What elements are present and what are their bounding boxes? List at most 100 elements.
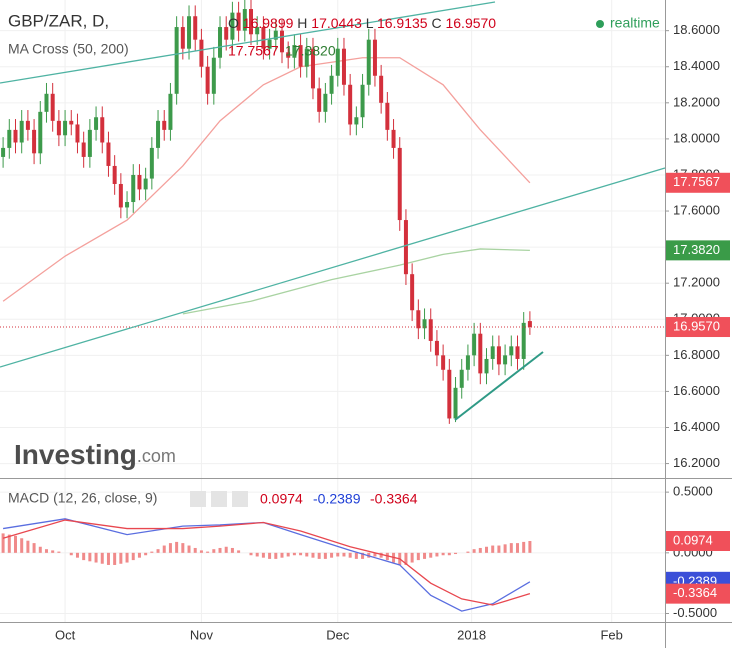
candle-body xyxy=(335,48,340,76)
histogram-bar xyxy=(478,547,482,553)
icon[interactable] xyxy=(232,491,248,507)
y-tick-label: 18.4000 xyxy=(673,58,720,73)
candle-body xyxy=(7,129,12,148)
price-tag-label: 0.0974 xyxy=(673,532,713,547)
indicator-line xyxy=(182,248,530,315)
histogram-bar xyxy=(187,545,191,553)
candle-body xyxy=(75,124,80,143)
brand-name: Investing xyxy=(14,439,137,470)
candle-body xyxy=(193,16,198,40)
candle-body xyxy=(25,120,30,130)
candle-body xyxy=(236,12,241,31)
plot xyxy=(0,0,665,612)
histogram-bar xyxy=(168,543,172,553)
brand: Investing.com xyxy=(14,439,176,470)
histogram-bar xyxy=(32,543,36,553)
candle-body xyxy=(211,57,216,94)
histogram-bar xyxy=(144,552,148,556)
price-tag-label: 17.7567 xyxy=(673,174,720,189)
histogram-bar xyxy=(286,552,290,557)
histogram-bar xyxy=(522,541,526,553)
histogram-bar xyxy=(230,547,234,553)
histogram-bar xyxy=(280,552,284,558)
trend-line xyxy=(0,1,496,84)
price-tag xyxy=(666,583,730,604)
x-tick-label: Dec xyxy=(326,627,350,642)
histogram-bar xyxy=(26,540,30,553)
histogram-bar xyxy=(454,552,458,555)
price-tag-label: 16.9570 xyxy=(673,318,720,333)
histogram-bar xyxy=(528,540,532,553)
label: H xyxy=(297,15,307,31)
value: 17.7567 xyxy=(228,43,279,59)
histogram-bar xyxy=(416,552,420,561)
label: C xyxy=(431,15,441,31)
candle-body xyxy=(174,27,179,94)
candle-body xyxy=(397,147,402,221)
histogram-bar xyxy=(255,552,259,557)
histogram-bar xyxy=(447,552,451,556)
histogram-bar xyxy=(75,552,79,558)
candle-body xyxy=(32,129,37,154)
candle-body xyxy=(310,48,315,89)
histogram-bar xyxy=(57,551,61,553)
histogram-bar xyxy=(497,545,501,553)
candle-body xyxy=(385,102,390,130)
histogram-bar xyxy=(268,552,272,559)
label: L xyxy=(366,15,374,31)
value: 16.9570 xyxy=(445,15,496,31)
histogram-bar xyxy=(51,550,55,553)
candle-body xyxy=(428,319,433,341)
y-tick-label: 16.4000 xyxy=(673,419,720,434)
candle-body xyxy=(434,340,439,356)
candle-body xyxy=(162,120,167,130)
histogram-bar xyxy=(410,552,414,563)
histogram-bar xyxy=(509,543,513,553)
candle-body xyxy=(242,9,247,31)
histogram-bar xyxy=(323,552,327,559)
histogram-bar xyxy=(305,552,309,557)
value: -0.3364 xyxy=(370,491,418,507)
histogram-bar xyxy=(261,552,265,558)
histogram-bar xyxy=(292,552,296,556)
candle-body xyxy=(273,30,278,40)
histogram-bar xyxy=(156,549,160,553)
candle-body xyxy=(323,93,328,112)
status-dot xyxy=(596,20,604,28)
value: 16.9135 xyxy=(377,15,428,31)
y-tick-label: 18.0000 xyxy=(673,130,720,145)
histogram-bar xyxy=(181,543,185,553)
histogram-bar xyxy=(206,551,210,553)
candle-body xyxy=(484,358,489,374)
icon[interactable] xyxy=(211,491,227,507)
histogram-bar xyxy=(361,552,365,559)
candle-body xyxy=(410,274,415,311)
histogram-bar xyxy=(199,550,203,553)
histogram-bar xyxy=(515,543,519,553)
candle-body xyxy=(478,333,483,374)
y-tick-label: 17.2000 xyxy=(673,275,720,290)
histogram-bar xyxy=(94,552,98,563)
histogram-bar xyxy=(299,552,303,556)
histogram-bar xyxy=(212,549,216,553)
histogram-bar xyxy=(274,552,278,559)
histogram-bar xyxy=(429,552,433,558)
histogram-bar xyxy=(106,552,110,565)
value: 17.3820 xyxy=(285,43,336,59)
axes: Oct Nov Dec 2018 Feb 16.2000 16.4000 16.6000 16.… xyxy=(55,22,730,642)
candle-body xyxy=(44,93,49,112)
histogram-bar xyxy=(175,541,179,553)
candle-body xyxy=(317,88,322,112)
candle-body xyxy=(521,322,526,359)
candle-body xyxy=(69,120,74,125)
candle-body xyxy=(249,9,254,35)
y-tick-label: 0.5000 xyxy=(673,484,713,499)
x-tick-label: 2018 xyxy=(457,627,486,642)
histogram-bar xyxy=(131,552,135,561)
icon[interactable] xyxy=(190,491,206,507)
brand-suffix: .com xyxy=(137,446,176,466)
histogram-bar xyxy=(237,550,241,553)
candle-body xyxy=(81,142,86,157)
histogram-bar xyxy=(485,546,489,553)
